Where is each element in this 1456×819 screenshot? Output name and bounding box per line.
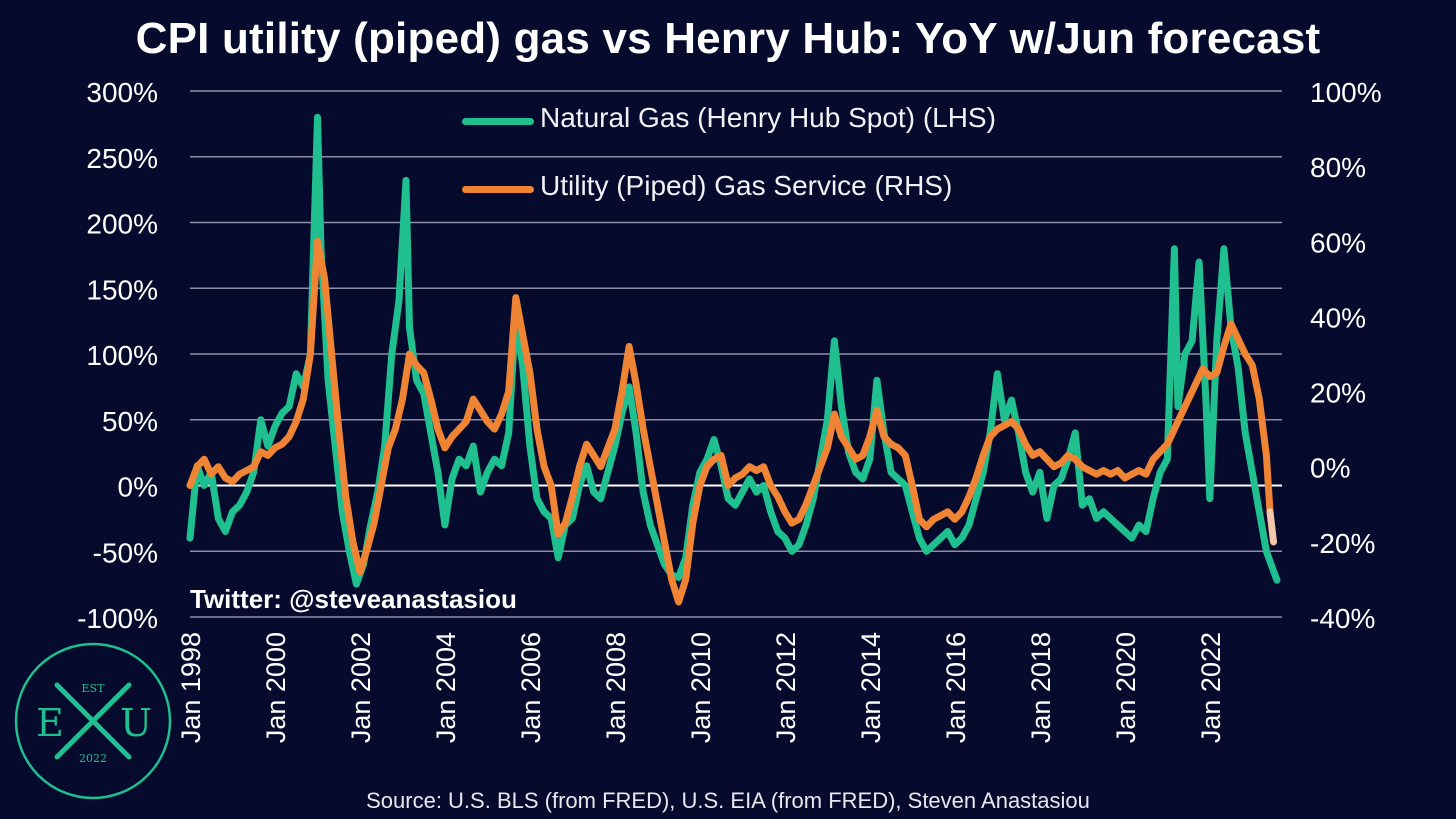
x-tick-label: Jan 2020 <box>1111 632 1141 743</box>
x-tick-label: Jan 2004 <box>431 632 461 743</box>
forecast-line <box>1266 508 1277 546</box>
x-tick-label: Jan 2006 <box>516 632 546 743</box>
chart-title: CPI utility (piped) gas vs Henry Hub: Yo… <box>135 14 1321 63</box>
exu-logo-icon: EST E U 2022 <box>14 642 172 800</box>
y-right-tick-label: 100% <box>1310 77 1382 108</box>
y-left-tick-label: 150% <box>86 274 158 305</box>
logo-est: EST <box>82 682 106 695</box>
twitter-handle: Twitter: @steveanastasiou <box>190 584 517 614</box>
y-right-tick-label: 20% <box>1310 378 1366 409</box>
y-left-tick-label: 100% <box>86 340 158 371</box>
legend-swatch-henry-hub <box>462 118 534 125</box>
x-tick-label: Jan 2002 <box>346 632 376 743</box>
utility-gas-line <box>186 237 1274 606</box>
x-tick-label: Jan 2000 <box>261 632 291 743</box>
legend-label-utility-gas: Utility (Piped) Gas Service (RHS) <box>540 170 953 201</box>
y-left-tick-label: 0% <box>118 472 158 503</box>
x-tick-label: Jan 2022 <box>1196 632 1226 743</box>
y-left-tick-label: 200% <box>86 209 158 240</box>
x-tick-label: Jan 2018 <box>1026 632 1056 743</box>
x-tick-label: Jan 2014 <box>856 632 886 743</box>
y-right-tick-label: 40% <box>1310 302 1366 333</box>
x-tick-label: Jan 2016 <box>941 632 971 743</box>
source-note: Source: U.S. BLS (from FRED), U.S. EIA (… <box>366 788 1090 813</box>
y-left-tick-label: -100% <box>77 603 158 634</box>
x-tick-label: Jan 2008 <box>601 632 631 743</box>
y-left-tick-label: -50% <box>93 537 158 568</box>
logo-letter-e: E <box>36 701 64 745</box>
y-left-tick-label: 50% <box>102 406 158 437</box>
logo-year: 2022 <box>79 752 107 765</box>
y-right-tick-label: -40% <box>1310 603 1375 634</box>
y-right-tick-label: 80% <box>1310 152 1366 183</box>
y-left-tick-label: 250% <box>86 143 158 174</box>
logo-cross <box>54 682 132 760</box>
y-right-tick-label: -20% <box>1310 528 1375 559</box>
y-right-tick-label: 0% <box>1310 453 1350 484</box>
logo-ring <box>14 642 172 800</box>
x-tick-label: Jan 2012 <box>771 632 801 743</box>
logo-letter-u: U <box>120 701 152 745</box>
y-right-tick-label: 60% <box>1310 227 1366 258</box>
x-tick-label: Jan 2010 <box>686 632 716 743</box>
legend-label-henry-hub: Natural Gas (Henry Hub Spot) (LHS) <box>540 102 996 133</box>
y-left-tick-label: 300% <box>86 77 158 108</box>
x-tick-label: Jan 1998 <box>176 632 206 743</box>
legend-swatch-utility-gas <box>462 186 534 193</box>
